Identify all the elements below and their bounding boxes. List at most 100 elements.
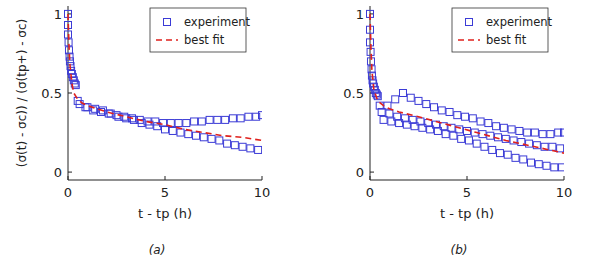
data-point — [485, 120, 492, 127]
data-point — [388, 118, 395, 125]
data-point — [169, 127, 176, 134]
x-tick-label: 0 — [366, 185, 374, 200]
data-point — [378, 108, 385, 115]
data-point — [198, 118, 205, 125]
panel: 051000.51t - tp (h)(σ(t) - σc)) / (σ(tp+… — [15, 6, 270, 257]
data-point — [214, 116, 221, 123]
y-axis-label: (σ(t) - σc)) / (σ(tp+) - σc) — [15, 19, 29, 167]
data-point — [231, 142, 238, 149]
legend-label: best fit — [184, 33, 225, 47]
data-point — [427, 126, 434, 133]
data-point — [493, 123, 500, 130]
data-point — [259, 112, 263, 119]
data-point — [193, 132, 200, 139]
data-point — [415, 97, 422, 104]
data-point — [407, 94, 414, 101]
legend-swatch — [164, 19, 171, 26]
data-point — [92, 105, 99, 112]
data-point — [524, 129, 531, 136]
panel-caption: (b) — [451, 243, 468, 257]
data-point — [551, 164, 558, 171]
x-axis-label: t - tp (h) — [138, 206, 192, 221]
data-point — [399, 90, 406, 97]
data-point — [403, 121, 410, 128]
data-point — [442, 131, 449, 138]
data-point — [473, 140, 480, 147]
data-point — [446, 108, 453, 115]
data-point — [380, 116, 387, 123]
data-point — [559, 164, 564, 171]
data-point — [557, 145, 564, 152]
data-point — [526, 140, 533, 147]
data-point — [438, 107, 445, 114]
data-point — [247, 145, 254, 152]
data-point — [450, 132, 457, 139]
data-point — [222, 116, 229, 123]
y-tick — [68, 172, 72, 173]
data-point — [185, 131, 192, 138]
y-tick-label: 0 — [54, 165, 62, 180]
data-point — [508, 126, 515, 133]
data-point — [496, 150, 503, 157]
data-point — [477, 118, 484, 125]
x-tick — [165, 176, 166, 180]
data-point — [175, 120, 182, 127]
data-point — [489, 146, 496, 153]
data-point — [423, 101, 430, 108]
data-point — [561, 129, 565, 136]
x-axis-label: t - tp (h) — [440, 206, 494, 221]
data-point — [224, 140, 231, 147]
data-point — [191, 118, 198, 125]
x-tick — [467, 176, 468, 180]
x-tick — [370, 176, 371, 180]
data-point — [543, 162, 550, 169]
data-point — [76, 101, 83, 108]
data-point — [208, 135, 215, 142]
data-point — [481, 143, 488, 150]
figure: 051000.51t - tp (h)(σ(t) - σc)) / (σ(tp+… — [0, 0, 600, 263]
legend-label: best fit — [486, 33, 527, 47]
data-point — [462, 113, 469, 120]
data-point — [520, 156, 527, 163]
y-tick-label: 0.5 — [41, 86, 62, 101]
data-point — [516, 127, 523, 134]
data-point — [367, 39, 374, 46]
legend-label: experiment — [184, 15, 251, 29]
data-point — [255, 146, 262, 153]
y-tick — [68, 93, 72, 94]
data-point — [535, 161, 542, 168]
data-point — [392, 96, 399, 103]
x-tick — [262, 176, 263, 180]
y-tick-label: 0.5 — [343, 86, 364, 101]
data-point — [177, 129, 184, 136]
data-point — [200, 134, 207, 141]
y-tick — [370, 172, 374, 173]
data-point — [419, 124, 426, 131]
x-tick — [68, 176, 69, 180]
data-point — [162, 126, 169, 133]
x-tick-label: 5 — [161, 185, 169, 200]
data-point — [411, 123, 418, 130]
data-point — [512, 154, 519, 161]
data-point — [454, 112, 461, 119]
data-point — [237, 115, 244, 122]
legend-swatch — [466, 19, 473, 26]
legend: experiment best fit — [150, 8, 251, 52]
x-tick — [564, 176, 565, 180]
data-point — [183, 120, 190, 127]
data-point — [431, 104, 438, 111]
data-point — [434, 127, 441, 134]
data-point — [539, 131, 546, 138]
legend-label: experiment — [486, 15, 553, 29]
data-point — [528, 159, 535, 166]
legend-swatch — [156, 39, 178, 41]
data-point — [500, 124, 507, 131]
legend-swatch — [458, 39, 480, 41]
data-point — [229, 115, 236, 122]
data-point — [245, 113, 252, 120]
data-point — [206, 116, 213, 123]
legend: experiment best fit — [452, 8, 553, 52]
data-point — [469, 115, 476, 122]
data-point — [458, 135, 465, 142]
data-point — [216, 137, 223, 144]
